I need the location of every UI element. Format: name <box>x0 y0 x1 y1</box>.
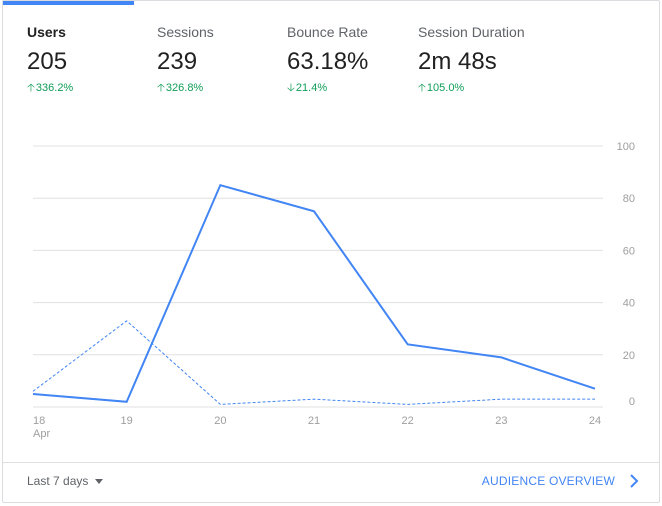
metric-tab-users[interactable]: Users 205 🡡336.2% <box>27 23 73 95</box>
y-tick-label: 100 <box>617 141 635 153</box>
x-tick-label: 22 <box>402 415 414 427</box>
caret-down-icon <box>95 478 104 484</box>
x-tick-label: 19 <box>121 415 133 427</box>
x-tick-sublabel: Apr <box>33 428 50 440</box>
metric-value: 2m 48s <box>418 48 497 75</box>
y-tick-label: 0 <box>629 396 635 408</box>
date-range-label: Last 7 days <box>27 474 89 488</box>
metric-label: Users <box>27 24 66 40</box>
y-tick-label: 60 <box>623 245 635 257</box>
metric-change: 🡡105.0% <box>418 81 525 95</box>
metric-change-value: 21.4% <box>295 82 328 94</box>
x-tick-label: 24 <box>589 415 601 427</box>
y-tick-label: 40 <box>623 298 635 310</box>
metric-change: 🡡326.8% <box>157 81 214 95</box>
metric-change-value: 326.8% <box>165 82 204 94</box>
chevron-right-icon <box>630 474 639 488</box>
footer-divider <box>3 462 659 463</box>
series-line-current <box>32 183 596 403</box>
arrow-up-icon: 🡡 <box>27 82 35 94</box>
line-chart: 0 20 40 60 80 100 18 19 20 21 22 23 24 Apr <box>32 141 635 440</box>
metric-label: Bounce Rate <box>287 24 368 40</box>
metric-tab-sessions[interactable]: Sessions 239 🡡326.8% <box>157 23 214 95</box>
arrow-up-icon: 🡡 <box>157 82 165 94</box>
audience-overview-label: AUDIENCE OVERVIEW <box>481 474 615 488</box>
x-tick-label: 23 <box>495 415 507 427</box>
active-tab-indicator <box>3 1 134 5</box>
metric-label: Session Duration <box>418 24 525 40</box>
metric-change: 🡡336.2% <box>27 81 73 95</box>
metric-label: Sessions <box>157 24 214 40</box>
metric-change-value: 105.0% <box>426 82 465 94</box>
metric-tab-session-duration[interactable]: Session Duration 2m 48s 🡡105.0% <box>418 23 525 95</box>
metric-value: 63.18% <box>287 48 369 75</box>
metric-change-value: 336.2% <box>35 82 74 94</box>
arrow-down-icon: 🡣 <box>287 82 295 94</box>
y-tick-label: 20 <box>623 350 635 362</box>
metric-value: 239 <box>157 48 198 75</box>
arrow-up-icon: 🡡 <box>418 82 426 94</box>
date-range-select[interactable]: Last 7 days <box>27 474 104 488</box>
audience-overview-link[interactable]: AUDIENCE OVERVIEW <box>482 474 639 488</box>
x-tick-label: 18 <box>33 415 45 427</box>
x-tick-label: 21 <box>308 415 320 427</box>
metric-change: 🡣21.4% <box>287 81 368 95</box>
x-tick-label: 20 <box>214 415 226 427</box>
metric-value: 205 <box>27 48 68 75</box>
metric-tab-bounce-rate[interactable]: Bounce Rate 63.18% 🡣21.4% <box>287 23 368 95</box>
series-line-previous <box>32 320 595 405</box>
y-tick-label: 80 <box>623 193 635 205</box>
